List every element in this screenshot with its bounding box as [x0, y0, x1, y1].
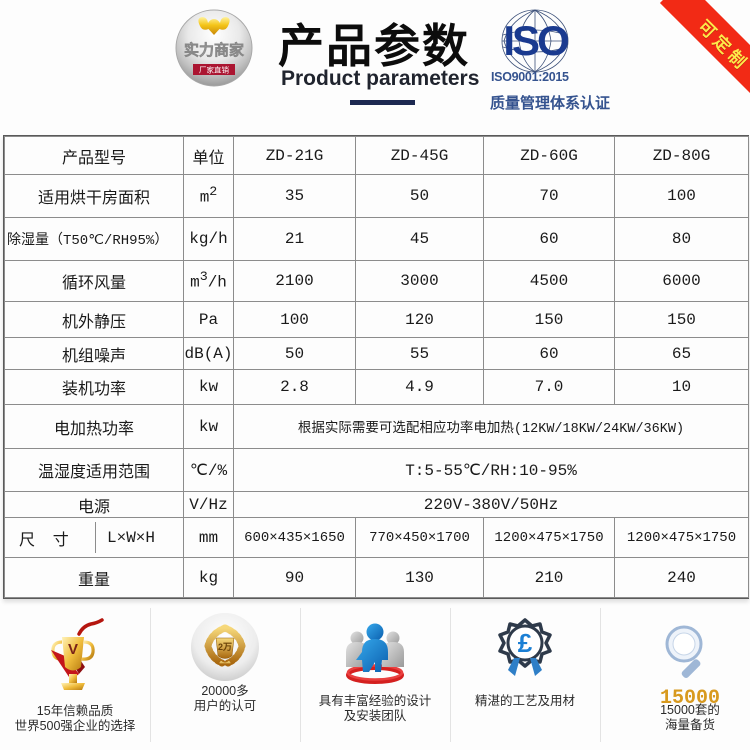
- svg-text:£: £: [518, 628, 533, 658]
- svg-text:2万: 2万: [218, 642, 232, 652]
- svg-text:V: V: [68, 641, 78, 658]
- svg-text:ISO: ISO: [503, 17, 568, 64]
- svg-text:厂家直销: 厂家直销: [199, 65, 229, 75]
- svg-text:ISO9001:2015: ISO9001:2015: [491, 70, 569, 84]
- svg-text:实力商家: 实力商家: [184, 41, 244, 59]
